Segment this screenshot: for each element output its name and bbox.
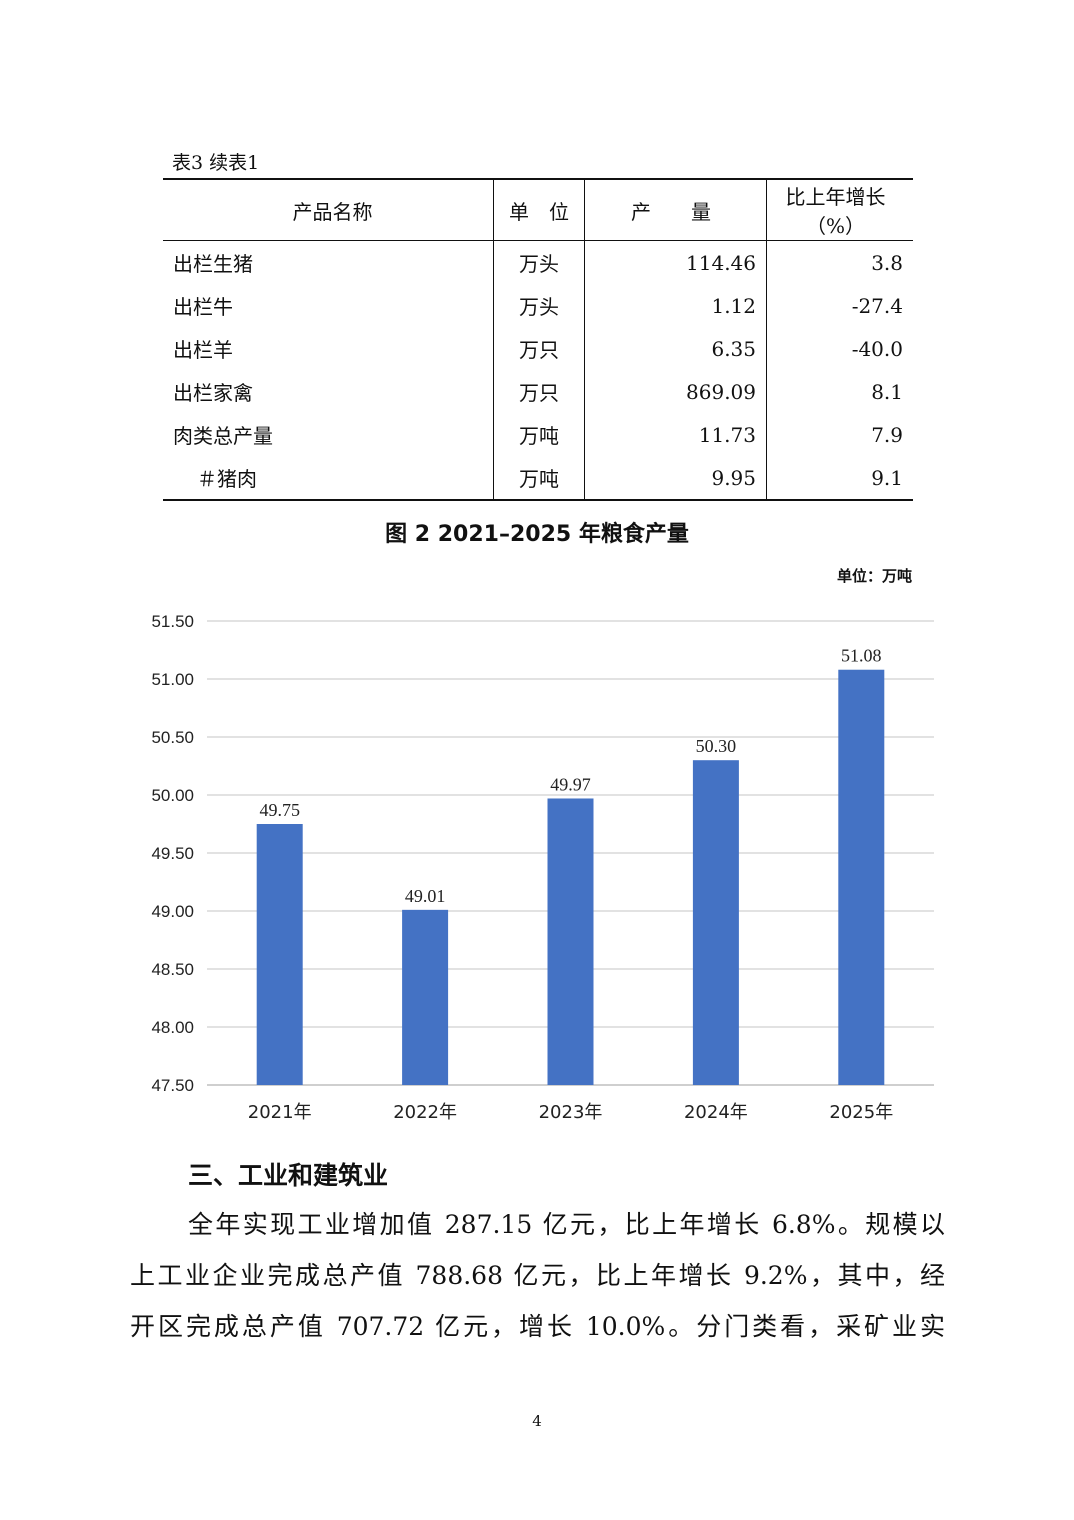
column-header: 产 量 bbox=[584, 179, 767, 241]
data-label: 51.08 bbox=[841, 646, 882, 666]
table-header-row: 产品名称 单 位 产 量 比上年增长（%） bbox=[163, 179, 913, 241]
table-row: 出栏生猪 万头 114.46 3.8 bbox=[163, 240, 913, 284]
data-label: 49.01 bbox=[405, 886, 446, 906]
output-cell: 114.46 bbox=[584, 240, 767, 284]
section-heading: 三、工业和建筑业 bbox=[188, 1161, 389, 1190]
output-cell: 1.12 bbox=[584, 284, 767, 327]
unit-cell: 万头 bbox=[493, 240, 585, 284]
product-name-cell: 出栏生猪 bbox=[173, 252, 253, 276]
paragraph-line: 开区完成总产值 707.72 亿元，增长 10.0%。分门类看，采矿业实 bbox=[130, 1312, 945, 1341]
table-row: 出栏家禽 万只 869.09 8.1 bbox=[163, 370, 913, 413]
bar bbox=[402, 909, 449, 1085]
growth-cell: -40.0 bbox=[766, 327, 913, 370]
growth-cell: 8.1 bbox=[766, 370, 913, 413]
column-header: 单 位 bbox=[493, 179, 585, 241]
bar bbox=[838, 669, 885, 1085]
bar bbox=[692, 760, 739, 1085]
data-label: 49.97 bbox=[550, 774, 591, 794]
x-tick-label: 2022年 bbox=[393, 1102, 457, 1123]
data-label: 50.30 bbox=[696, 736, 737, 756]
column-header: 比上年增长（%） bbox=[766, 179, 913, 241]
table-row: 出栏羊 万只 6.35 -40.0 bbox=[163, 327, 913, 370]
chart-title: 图 2 2021–2025 年粮食产量 bbox=[385, 522, 689, 547]
y-tick-label: 49.50 bbox=[151, 844, 194, 863]
product-name-cell: ＃猪肉 bbox=[197, 467, 257, 491]
growth-cell: -27.4 bbox=[766, 284, 913, 327]
unit-cell: 万头 bbox=[493, 284, 585, 327]
y-tick-label: 51.50 bbox=[151, 612, 194, 631]
unit-cell: 万吨 bbox=[493, 456, 585, 500]
product-name-cell: 出栏牛 bbox=[173, 295, 233, 319]
page-number: 4 bbox=[532, 1412, 542, 1430]
x-tick-label: 2025年 bbox=[829, 1102, 893, 1123]
bar bbox=[547, 798, 594, 1085]
output-cell: 11.73 bbox=[584, 413, 767, 456]
bar bbox=[256, 824, 303, 1085]
livestock-table: 产品名称 单 位 产 量 比上年增长（%） 出栏生猪 万头 114.46 3.8 出栏牛… bbox=[163, 178, 913, 501]
table-caption: 表3 续表1 bbox=[172, 152, 260, 174]
growth-cell: 7.9 bbox=[766, 413, 913, 456]
table-row: 出栏牛 万头 1.12 -27.4 bbox=[163, 284, 913, 327]
y-tick-label: 49.00 bbox=[151, 902, 194, 921]
product-name-cell: 出栏家禽 bbox=[173, 381, 253, 405]
output-cell: 9.95 bbox=[584, 456, 767, 500]
y-tick-label: 48.50 bbox=[151, 960, 194, 979]
x-tick-label: 2021年 bbox=[248, 1102, 312, 1123]
output-cell: 869.09 bbox=[584, 370, 767, 413]
x-tick-label: 2024年 bbox=[684, 1102, 748, 1123]
y-tick-label: 51.00 bbox=[151, 670, 194, 689]
product-name-cell: 肉类总产量 bbox=[173, 424, 273, 448]
y-tick-label: 50.00 bbox=[151, 786, 194, 805]
grain-output-bar-chart: 47.50 48.00 48.50 49.00 49.50 50.00 50.50 51.00… bbox=[151, 612, 934, 1123]
column-header: 产品名称 bbox=[163, 179, 494, 241]
table-row: ＃猪肉 万吨 9.95 9.1 bbox=[163, 456, 913, 500]
table-row: 肉类总产量 万吨 11.73 7.9 bbox=[163, 413, 913, 456]
product-name-cell: 出栏羊 bbox=[173, 338, 233, 362]
unit-cell: 万只 bbox=[493, 327, 585, 370]
paragraph-line: 全年实现工业增加值 287.15 亿元，比上年增长 6.8%。规模以 bbox=[188, 1210, 945, 1239]
output-cell: 6.35 bbox=[584, 327, 767, 370]
x-tick-label: 2023年 bbox=[539, 1102, 603, 1123]
unit-cell: 万吨 bbox=[493, 413, 585, 456]
growth-cell: 9.1 bbox=[766, 456, 913, 500]
growth-cell: 3.8 bbox=[766, 240, 913, 284]
y-tick-label: 48.00 bbox=[151, 1018, 194, 1037]
y-tick-label: 47.50 bbox=[151, 1076, 194, 1095]
chart-unit-label: 单位：万吨 bbox=[836, 567, 912, 585]
paragraph-line: 上工业企业完成总产值 788.68 亿元，比上年增长 9.2%，其中，经 bbox=[130, 1261, 945, 1290]
unit-cell: 万只 bbox=[493, 370, 585, 413]
y-tick-label: 50.50 bbox=[151, 728, 194, 747]
data-label: 49.75 bbox=[259, 800, 300, 820]
